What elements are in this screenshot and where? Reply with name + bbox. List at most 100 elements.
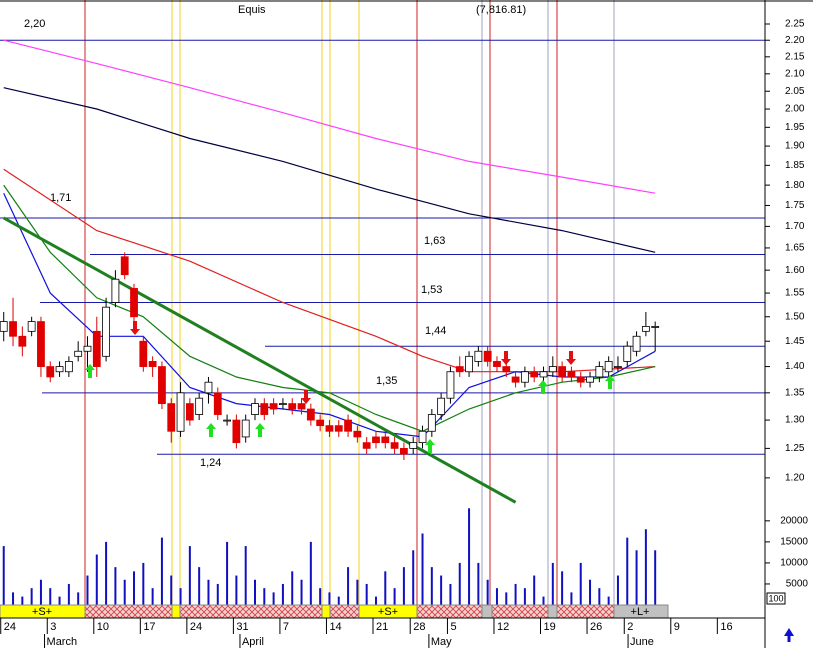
candle-body — [493, 361, 501, 367]
x-tick-label: 21 — [376, 621, 388, 633]
chart-subtitle: (7,816.81) — [476, 4, 526, 16]
x-tick-label: 5 — [450, 621, 456, 633]
candle-body — [92, 330, 101, 367]
signal-label: +L+ — [631, 606, 650, 618]
candle-body — [269, 403, 278, 410]
candle-body — [381, 436, 390, 444]
candle-body — [130, 288, 138, 318]
x-tick-label: 2 — [627, 621, 633, 633]
level-label: 1,24 — [200, 457, 221, 469]
candle-body — [511, 376, 520, 383]
candle-body — [111, 278, 120, 303]
candle-body — [74, 350, 83, 357]
moving-average — [3, 39, 656, 194]
plot-area: 2,20 1,71 1,63 1,53 1,44 1,35 1,24 — [0, 18, 765, 605]
level-label: 1,44 — [425, 325, 446, 337]
candle-body — [316, 419, 325, 427]
y-tick-label: 2.15 — [785, 51, 805, 62]
candle-body — [27, 321, 36, 332]
candle-body — [455, 366, 464, 373]
candle-body — [418, 430, 427, 444]
y-tick-label: 2.00 — [785, 104, 805, 115]
x-tick-label: 24 — [190, 621, 202, 633]
candle-body — [409, 442, 418, 449]
y-tick-label: 1.25 — [785, 443, 805, 454]
x-tick-label: 7 — [283, 621, 289, 633]
candle-body — [232, 419, 241, 444]
y-tick-label: 1.50 — [785, 311, 805, 322]
x-tick-label: 12 — [497, 621, 509, 633]
level-label: 1,71 — [50, 192, 71, 204]
moving-average — [3, 87, 656, 253]
candle-body — [55, 366, 64, 373]
candle-body — [306, 408, 315, 421]
month-label: May — [431, 636, 452, 648]
y-tick-label: 1.70 — [785, 221, 805, 232]
y-tick-label: 1.20 — [785, 473, 805, 484]
candle-body — [251, 403, 259, 415]
candle-body — [641, 326, 650, 332]
candle-body — [576, 376, 585, 383]
x-tick-label: 10 — [97, 621, 109, 633]
candle-body — [437, 397, 446, 415]
candle-body — [334, 425, 343, 432]
scroll-arrow[interactable] — [784, 628, 794, 642]
candle-body — [483, 350, 492, 362]
candle-body — [158, 366, 166, 405]
y2-tick-label: 20000 — [780, 515, 808, 526]
signal-label: +S+ — [378, 606, 398, 618]
x-tick-label: 19 — [544, 621, 556, 633]
y-tick-label: 2.20 — [785, 35, 805, 46]
candle-body — [204, 381, 213, 394]
month-label: June — [630, 636, 654, 648]
candle-body — [344, 419, 352, 432]
candle-body — [604, 361, 613, 373]
signal-label: +S+ — [32, 606, 52, 618]
volume-scale-label: 100 — [768, 593, 783, 603]
candle-body — [623, 345, 632, 362]
level-label: 1,63 — [424, 235, 445, 247]
x-tick-label: 3 — [50, 621, 56, 633]
y2-tick-label: 15000 — [780, 537, 808, 548]
candle-body — [530, 371, 539, 378]
level-label: 1,35 — [376, 375, 397, 387]
level-label: 1,53 — [421, 284, 442, 296]
y-tick-label: 1.30 — [785, 415, 805, 426]
candle-body — [241, 419, 250, 438]
candle-body — [0, 321, 8, 332]
candle-body — [595, 366, 604, 378]
x-tick-label: 17 — [143, 621, 155, 633]
y-tick-label: 2.25 — [785, 19, 805, 30]
y-tick-label: 1.85 — [785, 160, 805, 171]
candle-body — [632, 335, 641, 352]
x-tick-label: 24 — [4, 621, 16, 633]
candle-body — [372, 436, 380, 444]
scale-box — [766, 592, 786, 605]
candle-body — [185, 403, 194, 421]
candle-body — [567, 371, 576, 378]
candle-body — [260, 403, 269, 415]
candle-body — [390, 442, 399, 449]
x-tick-label: 16 — [720, 621, 732, 633]
candle-body — [297, 403, 306, 410]
candle-body — [18, 335, 27, 347]
month-label: April — [242, 636, 264, 648]
candle-body — [400, 447, 408, 455]
x-tick-label: 28 — [413, 621, 425, 633]
candle-body — [213, 392, 222, 415]
month-label: March — [47, 636, 78, 648]
y2-tick-label: 10000 — [780, 558, 808, 569]
level-label: 2,20 — [24, 18, 45, 30]
candle-body — [586, 376, 594, 383]
candle-body — [223, 419, 231, 422]
candle-body — [474, 350, 483, 362]
candle-body — [102, 306, 110, 357]
y-tick-label: 1.55 — [785, 288, 805, 299]
trendline — [2, 216, 517, 504]
candle-body — [427, 414, 436, 432]
candle-body — [83, 345, 92, 352]
candle-body — [651, 326, 660, 328]
candle-body — [502, 366, 511, 373]
candle-body — [325, 425, 334, 432]
